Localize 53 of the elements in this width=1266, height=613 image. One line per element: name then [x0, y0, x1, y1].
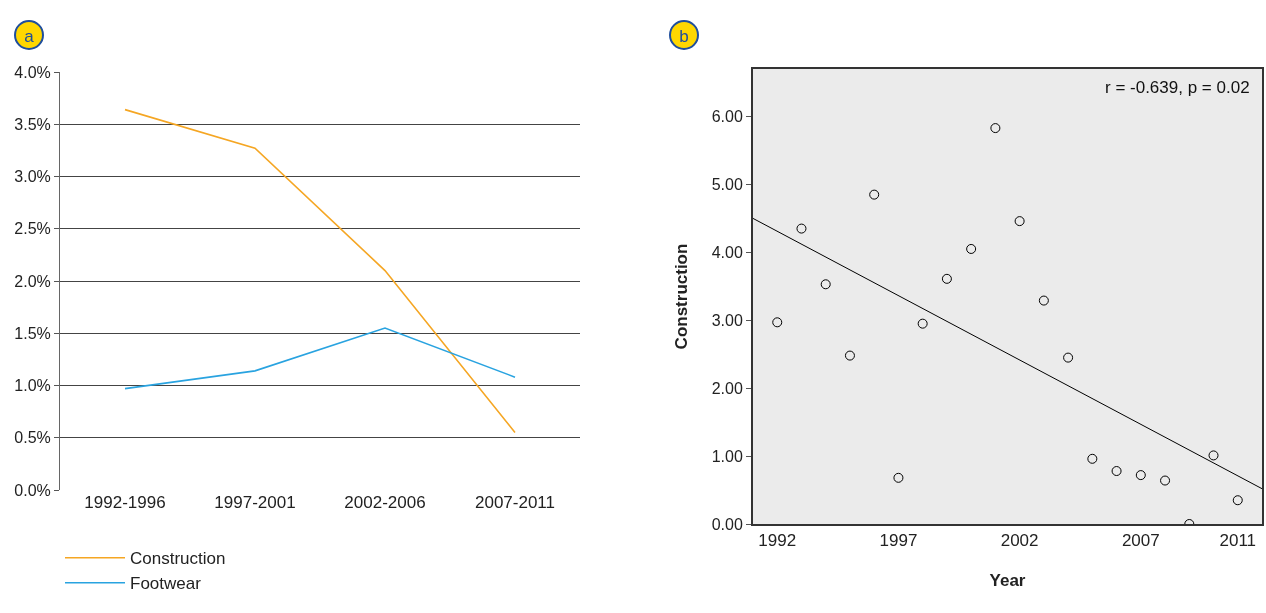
x-tick-label: 1992-1996 — [84, 493, 166, 512]
y-tick-label: 3.00 — [711, 311, 743, 329]
y-axis-title: Construction — [671, 243, 691, 350]
y-tick-label: 4.0% — [14, 63, 51, 81]
point — [1232, 495, 1243, 506]
x-tick-label: 2002-2006 — [344, 493, 426, 512]
y-tick-label: 6.00 — [711, 108, 743, 126]
y-tick-label: 0.0% — [14, 481, 51, 499]
point — [869, 189, 880, 200]
point — [820, 279, 831, 290]
point — [1014, 216, 1025, 227]
x-axis-title: Year — [989, 571, 1026, 591]
y-tick-label: 2.00 — [711, 379, 743, 397]
y-tick-label: 4.00 — [711, 243, 743, 261]
x-tick-label: 1997 — [879, 531, 918, 551]
legend-label: Footwear — [130, 574, 202, 594]
y-tick-label: 2.0% — [14, 272, 51, 290]
point — [1160, 475, 1171, 486]
point — [1111, 466, 1122, 477]
y-tick-label: 5.00 — [711, 176, 743, 194]
circle-badge: b — [669, 20, 699, 50]
x-tick-label: 2011 — [1219, 531, 1257, 551]
line-series — [124, 108, 516, 434]
y-tick-label: 0.5% — [14, 429, 51, 447]
y-tick-label: 0.00 — [711, 515, 743, 533]
point — [990, 123, 1001, 134]
point — [1087, 453, 1098, 464]
y-tick-label: 3.5% — [14, 115, 51, 133]
x-tick-label: 2007-2011 — [474, 493, 556, 512]
legend-label: Construction — [130, 549, 226, 569]
x-tick-label: 1997-2001 — [214, 493, 296, 512]
point — [844, 350, 855, 361]
point — [941, 273, 952, 284]
point — [966, 243, 977, 254]
x-tick-label: 2007 — [1121, 531, 1160, 551]
y-tick-label: 1.5% — [14, 324, 51, 342]
circle-badge: a — [14, 20, 44, 50]
y-tick-label: 2.5% — [14, 220, 51, 238]
point — [1208, 450, 1219, 461]
x-tick-label: 2002 — [1000, 531, 1039, 551]
y-tick-label: 1.0% — [14, 377, 51, 395]
point — [917, 318, 928, 329]
point — [1135, 470, 1146, 481]
x-tick-label: 1992 — [758, 531, 797, 551]
y-tick-label: 1.00 — [711, 447, 743, 465]
point — [1063, 352, 1074, 363]
line-series — [124, 327, 516, 390]
point — [893, 472, 904, 483]
point — [1038, 295, 1049, 306]
point — [772, 317, 783, 328]
point — [796, 223, 807, 234]
y-tick-label: 3.0% — [14, 168, 51, 186]
annotation: r = -0.639, p = 0.02 — [1105, 78, 1250, 97]
